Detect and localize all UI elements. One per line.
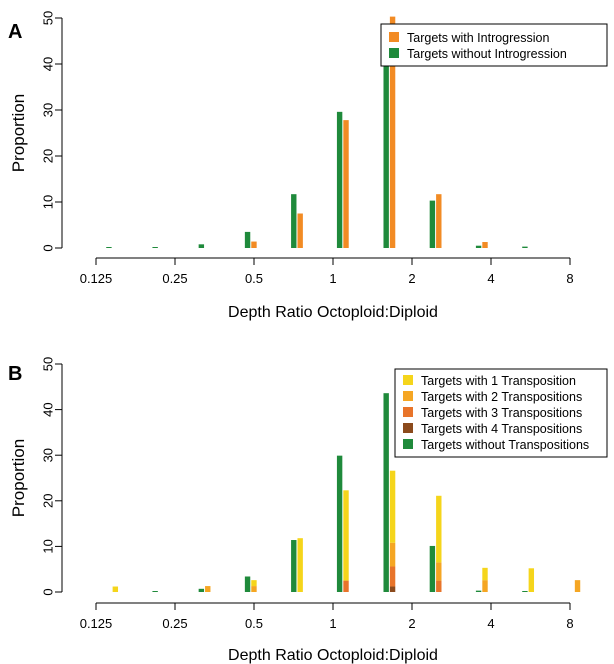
bar	[383, 51, 388, 248]
legend-entry: Targets with 4 Transpositions	[421, 422, 582, 436]
x-tick-label: 8	[566, 616, 573, 631]
y-axis-label: Proportion	[9, 439, 28, 517]
bar	[199, 244, 204, 248]
legend-swatch	[403, 375, 413, 385]
stacked-bar-segment	[251, 580, 256, 586]
bar	[430, 201, 435, 248]
stacked-bar-segment	[390, 566, 395, 586]
y-tick-label: 30	[40, 103, 55, 117]
stacked-bar-segment	[436, 581, 441, 592]
legend-entry: Targets with 1 Transposition	[421, 374, 576, 388]
stacked-bar-segment	[343, 490, 348, 580]
stacked-bar-segment	[482, 580, 487, 592]
y-tick-label: 0	[40, 244, 55, 251]
x-tick-label: 1	[329, 616, 336, 631]
x-tick-label: 1	[329, 271, 336, 286]
legend-swatch	[389, 32, 399, 42]
x-tick-label: 2	[408, 271, 415, 286]
legend-entry: Targets without Introgression	[407, 47, 567, 61]
x-axis-label: Depth Ratio Octoploid:Diploid	[228, 647, 438, 664]
x-tick-label: 0.125	[80, 616, 113, 631]
panel-label: A	[8, 21, 22, 43]
bar	[337, 112, 342, 248]
y-tick-label: 20	[40, 494, 55, 508]
x-tick-label: 0.25	[162, 616, 187, 631]
bar	[430, 546, 435, 592]
chart-panel-A: A 0 10 20 30 40 50 Proportion 0.125 0.25 0.5 1 2 4 8 De…	[8, 11, 607, 321]
stacked-bar-segment	[575, 580, 580, 592]
bar	[522, 247, 527, 248]
legend-entry: Targets with 3 Transpositions	[421, 406, 582, 420]
stacked-bar-segment	[113, 587, 118, 592]
legend-entry: Targets with Introgression	[407, 31, 549, 45]
x-tick-label: 0.125	[80, 271, 113, 286]
y-tick-label: 10	[40, 539, 55, 553]
bar	[436, 194, 441, 248]
x-axis-label: Depth Ratio Octoploid:Diploid	[228, 304, 438, 321]
stacked-bar-segment	[436, 496, 441, 563]
legend-entry: Targets without Transpositions	[421, 438, 589, 452]
y-tick-label: 40	[40, 57, 55, 71]
bar	[476, 246, 481, 248]
x-tick-label: 4	[487, 616, 494, 631]
legend-swatch	[403, 407, 413, 417]
stacked-bar-segment	[390, 543, 395, 567]
bar	[251, 242, 256, 248]
stacked-bar-segment	[529, 568, 534, 592]
y-tick-label: 40	[40, 402, 55, 416]
bar	[245, 576, 250, 592]
y-tick-label: 50	[40, 11, 55, 25]
legend-entry: Targets with 2 Transpositions	[421, 390, 582, 404]
stacked-bar-segment	[482, 568, 487, 580]
bar	[199, 589, 204, 592]
chart-panel-B: B 0 10 20 30 40 50 Proportion 0.125 0.25 0.5 1 2 4 8 De…	[8, 357, 614, 664]
x-tick-label: 4	[487, 271, 494, 286]
stacked-bar-segment	[251, 586, 256, 592]
bar	[383, 393, 388, 592]
y-tick-label: 0	[40, 588, 55, 595]
legend-swatch	[403, 423, 413, 433]
y-axis-label: Proportion	[9, 94, 28, 172]
bar	[343, 120, 348, 248]
x-tick-label: 0.5	[245, 616, 263, 631]
x-tick-label: 2	[408, 616, 415, 631]
y-tick-label: 20	[40, 149, 55, 163]
y-tick-label: 30	[40, 448, 55, 462]
stacked-bar-segment	[390, 471, 395, 543]
bar	[245, 232, 250, 248]
bar	[482, 242, 487, 248]
bar	[291, 194, 296, 248]
x-tick-label: 0.5	[245, 271, 263, 286]
stacked-bar-segment	[436, 562, 441, 580]
stacked-bar-segment	[390, 587, 395, 592]
y-tick-label: 50	[40, 357, 55, 371]
stacked-bar-segment	[205, 586, 210, 592]
x-tick-label: 8	[566, 271, 573, 286]
panel-label: B	[8, 363, 22, 385]
legend-swatch	[389, 48, 399, 58]
legend-swatch	[403, 391, 413, 401]
bar	[152, 247, 157, 248]
legend-swatch	[403, 439, 413, 449]
stacked-bar-segment	[297, 538, 302, 592]
bar	[476, 591, 481, 592]
bar	[291, 540, 296, 592]
bar	[522, 591, 527, 592]
bar	[337, 456, 342, 592]
y-tick-label: 10	[40, 195, 55, 209]
bar	[106, 247, 111, 248]
stacked-bar-segment	[343, 581, 348, 592]
bar	[297, 214, 302, 249]
bar	[152, 591, 157, 592]
x-tick-label: 0.25	[162, 271, 187, 286]
